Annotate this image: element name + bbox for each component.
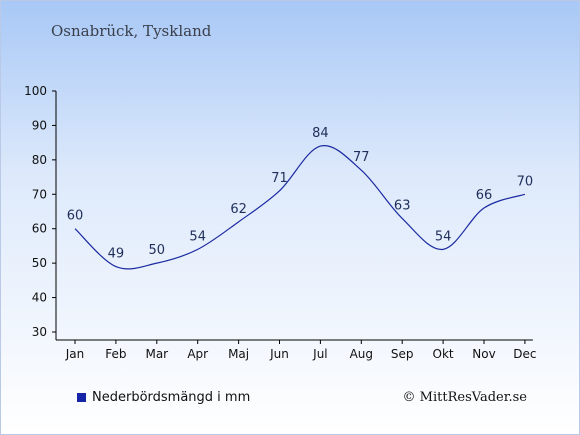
y-tick-label: 80 — [32, 153, 47, 167]
y-tick-label: 50 — [32, 256, 47, 270]
data-label: 50 — [149, 243, 166, 258]
data-label: 71 — [271, 171, 288, 186]
y-tick-label: 90 — [32, 118, 47, 132]
x-tick-label: Sep — [391, 347, 414, 361]
precipitation-line — [74, 145, 526, 270]
x-tick-label: Feb — [105, 347, 126, 361]
data-label: 60 — [67, 209, 84, 224]
y-tick-label: 40 — [32, 291, 47, 305]
data-label: 54 — [189, 229, 206, 244]
x-tick-label: Mar — [145, 347, 168, 361]
x-tick-label: Okt — [433, 347, 454, 361]
legend: Nederbördsmängd i mm — [77, 390, 250, 405]
x-tick-label: Jul — [312, 347, 327, 361]
x-tick-label: Jan — [65, 347, 85, 361]
x-tick-label: Apr — [187, 347, 208, 361]
data-label: 63 — [394, 198, 411, 213]
x-tick-label: Nov — [472, 347, 495, 361]
data-label: 84 — [312, 126, 329, 141]
data-label: 66 — [476, 188, 493, 203]
legend-label: Nederbördsmängd i mm — [92, 390, 251, 405]
data-label: 54 — [435, 229, 452, 244]
data-label: 77 — [353, 150, 370, 165]
x-tick-label: Dec — [513, 347, 536, 361]
y-tick-label: 100 — [24, 84, 47, 98]
legend-swatch — [77, 393, 86, 402]
data-label: 49 — [108, 247, 125, 262]
chart-title: Osnabrück, Tyskland — [51, 22, 212, 40]
data-label: 70 — [517, 174, 534, 189]
y-tick-label: 70 — [32, 187, 47, 201]
x-tick-label: Maj — [228, 347, 249, 361]
y-tick-label: 30 — [32, 325, 47, 339]
copyright-credit: © MittResVader.se — [402, 390, 527, 405]
data-label: 62 — [230, 202, 247, 217]
x-tick-label: Jun — [269, 347, 289, 361]
y-tick-label: 60 — [32, 222, 47, 236]
x-tick-label: Aug — [350, 347, 373, 361]
